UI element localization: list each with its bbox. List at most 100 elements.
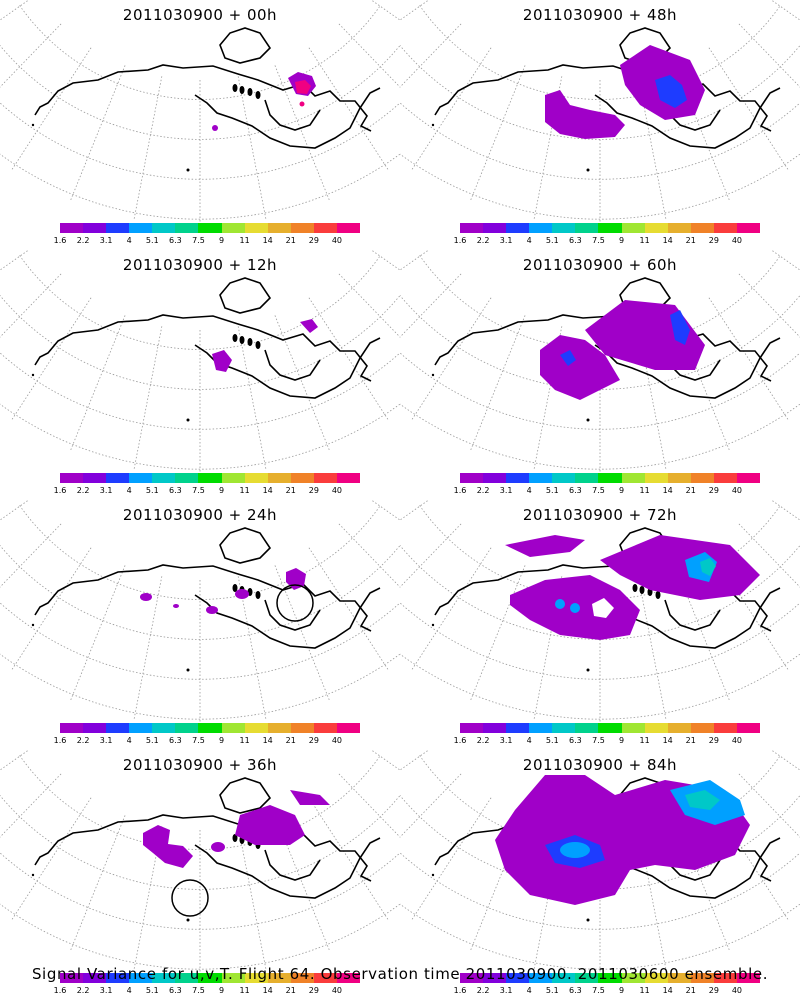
colorbar-label: 40: [731, 986, 743, 995]
colorbar-label: 21: [285, 986, 296, 995]
colorbar-swatch: [290, 473, 314, 483]
colorbar-label: 1.6: [53, 236, 67, 245]
colorbar-swatch: [598, 223, 622, 233]
colorbar-label: 4: [526, 736, 532, 745]
colorbar-swatch: [152, 973, 176, 983]
colorbar-label: 1.6: [453, 486, 467, 495]
colorbar-swatch: [129, 723, 153, 733]
colorbar-label: 5.1: [545, 236, 559, 245]
colorbar-label: 1.6: [453, 986, 467, 995]
map-panel-36h: 2011030900 + 36h 1.6 2.2 3.1 4 5.1 6.3 7.5 9 11 1…: [0, 750, 400, 1000]
colorbar-label: 6.3: [169, 236, 182, 245]
colorbar-label: 7.5: [192, 736, 205, 745]
colorbar-swatch: [336, 973, 361, 983]
variance-patch: [295, 80, 311, 107]
colorbar-swatch: [290, 973, 314, 983]
colorbar-label: 6.3: [569, 986, 582, 995]
colorbar-swatch: [152, 723, 176, 733]
colorbar-swatch: [506, 223, 530, 233]
colorbar-label: 9: [218, 486, 225, 495]
colorbar-swatch: [506, 723, 530, 733]
colorbar-label: 21: [685, 736, 696, 745]
colorbar-swatch: [83, 973, 107, 983]
panel-title: 2011030900 + 60h: [522, 256, 678, 274]
colorbar-label: 2.2: [76, 986, 90, 995]
lat-lon-grid: [0, 750, 400, 975]
map-plot: [400, 0, 800, 225]
colorbar-swatch: [60, 723, 84, 733]
map-panel-48h: 2011030900 + 48h 1.6 2.2 3.1 4 5.1 6.3 7.5 9 11 1…: [400, 0, 800, 250]
colorbar-swatch: [460, 973, 484, 983]
colorbar-label: 29: [308, 236, 319, 245]
colorbar-swatch: [460, 223, 484, 233]
colorbar-swatch: [575, 973, 599, 983]
colorbar-label: 7.5: [192, 236, 205, 245]
colorbar-swatch: [106, 473, 130, 483]
variance-patch: [505, 535, 760, 640]
colorbar-swatch: [129, 473, 153, 483]
panel-title: 2011030900 + 36h: [122, 756, 278, 774]
colorbar-swatch: [106, 223, 130, 233]
colorbar-swatch: [198, 973, 222, 983]
panel-title: 2011030900 + 12h: [122, 256, 278, 274]
lat-lon-grid: [0, 500, 400, 725]
variance-patch: [560, 310, 690, 366]
panel-title: 2011030900 + 72h: [522, 506, 678, 524]
colorbar-label: 11: [639, 236, 650, 245]
colorbar-label: 6.3: [569, 236, 582, 245]
colorbar-label: 14: [662, 236, 673, 245]
colorbar-swatch: [60, 973, 84, 983]
colorbar-swatch: [106, 723, 130, 733]
colorbar-label: 9: [618, 736, 625, 745]
colorbar-label: 3.1: [499, 236, 513, 245]
panel-title: 2011030900 + 84h: [522, 756, 678, 774]
colorbar-labels: 1.6 2.2 3.1 4 5.1 6.3 7.5 9 11 14 21 29 40: [54, 236, 360, 246]
colorbar-label: 40: [731, 236, 743, 245]
colorbar-swatch: [552, 473, 576, 483]
colorbar-swatch: [644, 723, 668, 733]
colorbar: [460, 973, 761, 983]
colorbar-swatch: [313, 973, 337, 983]
panel-title: 2011030900 + 00h: [122, 6, 278, 24]
colorbar-label: 29: [708, 986, 719, 995]
variance-patch: [212, 72, 316, 131]
colorbar: [60, 723, 361, 733]
colorbar-swatch: [313, 473, 337, 483]
colorbar-swatch: [244, 973, 268, 983]
map-plot: [400, 750, 800, 975]
colorbar-swatch: [336, 223, 361, 233]
colorbar-swatch: [621, 973, 645, 983]
colorbar-label: 2.2: [476, 736, 490, 745]
colorbar-label: 40: [731, 486, 743, 495]
colorbar-swatch: [483, 973, 507, 983]
colorbar-label: 40: [731, 736, 743, 745]
colorbar: [60, 223, 361, 233]
colorbar-label: 5.1: [145, 486, 159, 495]
colorbar-label: 40: [331, 486, 343, 495]
colorbar-labels: 1.6 2.2 3.1 4 5.1 6.3 7.5 9 11 14 21 29 40: [454, 736, 760, 746]
panel-title: 2011030900 + 24h: [122, 506, 278, 524]
lat-lon-grid: [0, 0, 400, 225]
colorbar-label: 5.1: [545, 736, 559, 745]
colorbar-label: 3.1: [499, 736, 513, 745]
colorbar-swatch: [736, 223, 761, 233]
variance-patch: [212, 319, 318, 372]
lat-lon-grid: [400, 0, 800, 225]
colorbar-swatch: [529, 723, 553, 733]
colorbar-label: 7.5: [592, 486, 605, 495]
colorbar-label: 11: [639, 986, 650, 995]
colorbar-label: 21: [285, 486, 296, 495]
colorbar: [460, 223, 761, 233]
colorbar-label: 29: [308, 986, 319, 995]
colorbar-swatch: [713, 223, 737, 233]
colorbar-label: 6.3: [569, 736, 582, 745]
colorbar-swatch: [244, 473, 268, 483]
colorbar: [460, 723, 761, 733]
colorbar-swatch: [598, 973, 622, 983]
coastline: [31, 27, 381, 172]
colorbar-label: 11: [239, 986, 250, 995]
colorbar-swatch: [460, 473, 484, 483]
colorbar-swatch: [483, 473, 507, 483]
colorbar-swatch: [621, 723, 645, 733]
colorbar-swatch: [483, 723, 507, 733]
